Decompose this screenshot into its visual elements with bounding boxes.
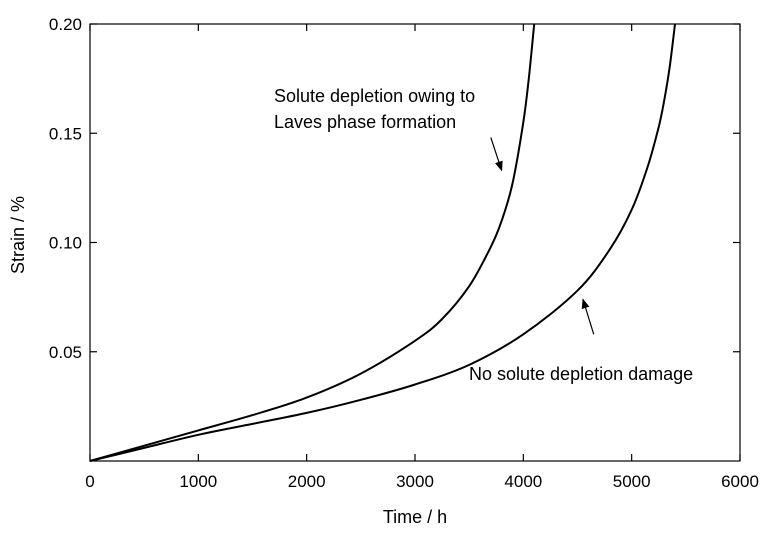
annotations: Solute depletion owing to Laves phase for… [274,86,693,384]
x-tick-label: 1000 [179,472,217,491]
curves [89,23,676,462]
annotation-arrow [490,137,503,172]
y-tick-label: 0.10 [49,234,82,253]
x-axis-title: Time / h [383,507,447,527]
x-tick-label: 3000 [396,472,434,491]
y-axis-title: Strain / % [8,196,28,274]
annotation-text: Solute depletion owing to [274,86,475,106]
x-axis: 0 1000 2000 3000 4000 5000 6000 [85,24,759,491]
series-line-2 [89,23,676,462]
y-tick-label: 0.20 [49,15,82,34]
y-tick-label: 0.15 [49,124,82,143]
series-line-1 [89,23,536,462]
annotation-text: No solute depletion damage [469,364,693,384]
x-tick-label: 6000 [721,472,759,491]
x-tick-label: 5000 [613,472,651,491]
y-tick-label: 0.05 [49,343,82,362]
x-tick-label: 2000 [288,472,326,491]
x-tick-label: 0 [85,472,94,491]
x-tick-label: 4000 [504,472,542,491]
annotation-arrow [581,298,595,335]
y-axis: 0.05 0.10 0.15 0.20 [49,15,740,362]
annotation-text: Laves phase formation [274,112,456,132]
